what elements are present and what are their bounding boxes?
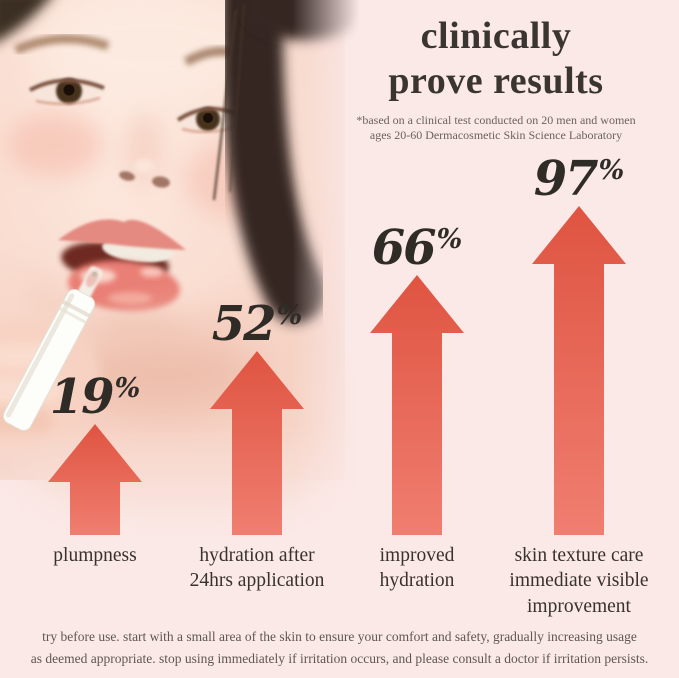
arrow-up-bar — [210, 351, 304, 535]
title-line: clinically — [420, 15, 572, 57]
disclaimer: try before use. start with a small area … — [0, 626, 679, 669]
result-column: 19% plumpness — [10, 373, 180, 623]
metric-label: plumpness — [53, 545, 137, 566]
neck-shadow — [70, 337, 260, 413]
result-column: 52% hydration after 24hrs application — [172, 300, 342, 623]
percentage-number: 66 — [371, 220, 437, 277]
percentage-value: 52% — [212, 300, 303, 348]
percentage-value: 19% — [50, 373, 141, 421]
title-line: prove results — [388, 59, 604, 102]
metric-label: hydration after 24hrs application — [189, 545, 325, 592]
disclaimer-line: try before use. start with a small area … — [42, 629, 637, 644]
metric-label: skin texture care immediate visible impr… — [509, 545, 649, 617]
arrow-up-bar — [370, 275, 464, 535]
lip-applicator — [2, 266, 103, 431]
left-eyebrow — [14, 34, 110, 55]
result-column: 66% improved hydration — [332, 224, 502, 623]
nose — [119, 112, 170, 188]
photo-bottom-fade — [0, 425, 372, 560]
result-column: 97% skin texture care immediate visible … — [488, 155, 670, 623]
header: clinically prove results *based on a cli… — [330, 14, 662, 144]
left-cheek-blush — [7, 113, 103, 177]
percentage-number: 97 — [533, 151, 599, 208]
note-line: *based on a clinical test conducted on 2… — [356, 112, 636, 127]
percent-sign: % — [436, 224, 463, 256]
percentage-value: 66% — [372, 224, 463, 272]
forehead-highlight — [30, 0, 270, 105]
page-title: clinically prove results — [330, 14, 662, 104]
note-line: ages 20-60 Dermacosmetic Skin Science La… — [369, 128, 623, 143]
clinical-test-note: *based on a clinical test conducted on 2… — [330, 113, 662, 145]
percentage-number: 19 — [49, 369, 115, 426]
percent-sign: % — [114, 373, 141, 405]
metric-label: improved hydration — [379, 545, 455, 592]
left-eye — [29, 77, 105, 106]
percentage-value: 97% — [534, 155, 625, 203]
arrow-up-bar — [48, 424, 142, 535]
percent-sign: % — [598, 155, 625, 187]
percentage-number: 52 — [211, 296, 277, 353]
percent-sign: % — [276, 300, 303, 332]
disclaimer-line: as deemed appropriate. stop using immedi… — [30, 650, 649, 666]
arrow-up-bar — [532, 206, 626, 535]
